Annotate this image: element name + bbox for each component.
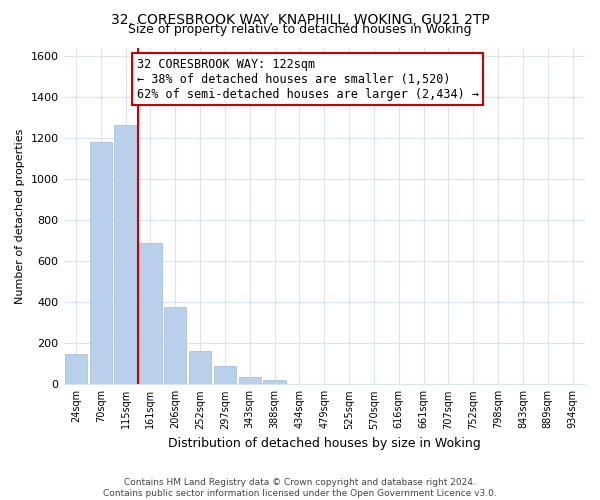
Bar	[189, 352, 211, 384]
Bar	[239, 376, 261, 384]
Bar	[139, 242, 161, 384]
X-axis label: Distribution of detached houses by size in Woking: Distribution of detached houses by size …	[168, 437, 481, 450]
Text: Size of property relative to detached houses in Woking: Size of property relative to detached ho…	[128, 22, 472, 36]
Y-axis label: Number of detached properties: Number of detached properties	[15, 128, 25, 304]
Text: 32, CORESBROOK WAY, KNAPHILL, WOKING, GU21 2TP: 32, CORESBROOK WAY, KNAPHILL, WOKING, GU…	[110, 12, 490, 26]
Bar	[263, 380, 286, 384]
Text: 32 CORESBROOK WAY: 122sqm
← 38% of detached houses are smaller (1,520)
62% of se: 32 CORESBROOK WAY: 122sqm ← 38% of detac…	[137, 58, 479, 100]
Bar	[65, 354, 87, 384]
Bar	[164, 308, 187, 384]
Bar	[89, 142, 112, 384]
Text: Contains HM Land Registry data © Crown copyright and database right 2024.
Contai: Contains HM Land Registry data © Crown c…	[103, 478, 497, 498]
Bar	[115, 124, 137, 384]
Bar	[214, 366, 236, 384]
